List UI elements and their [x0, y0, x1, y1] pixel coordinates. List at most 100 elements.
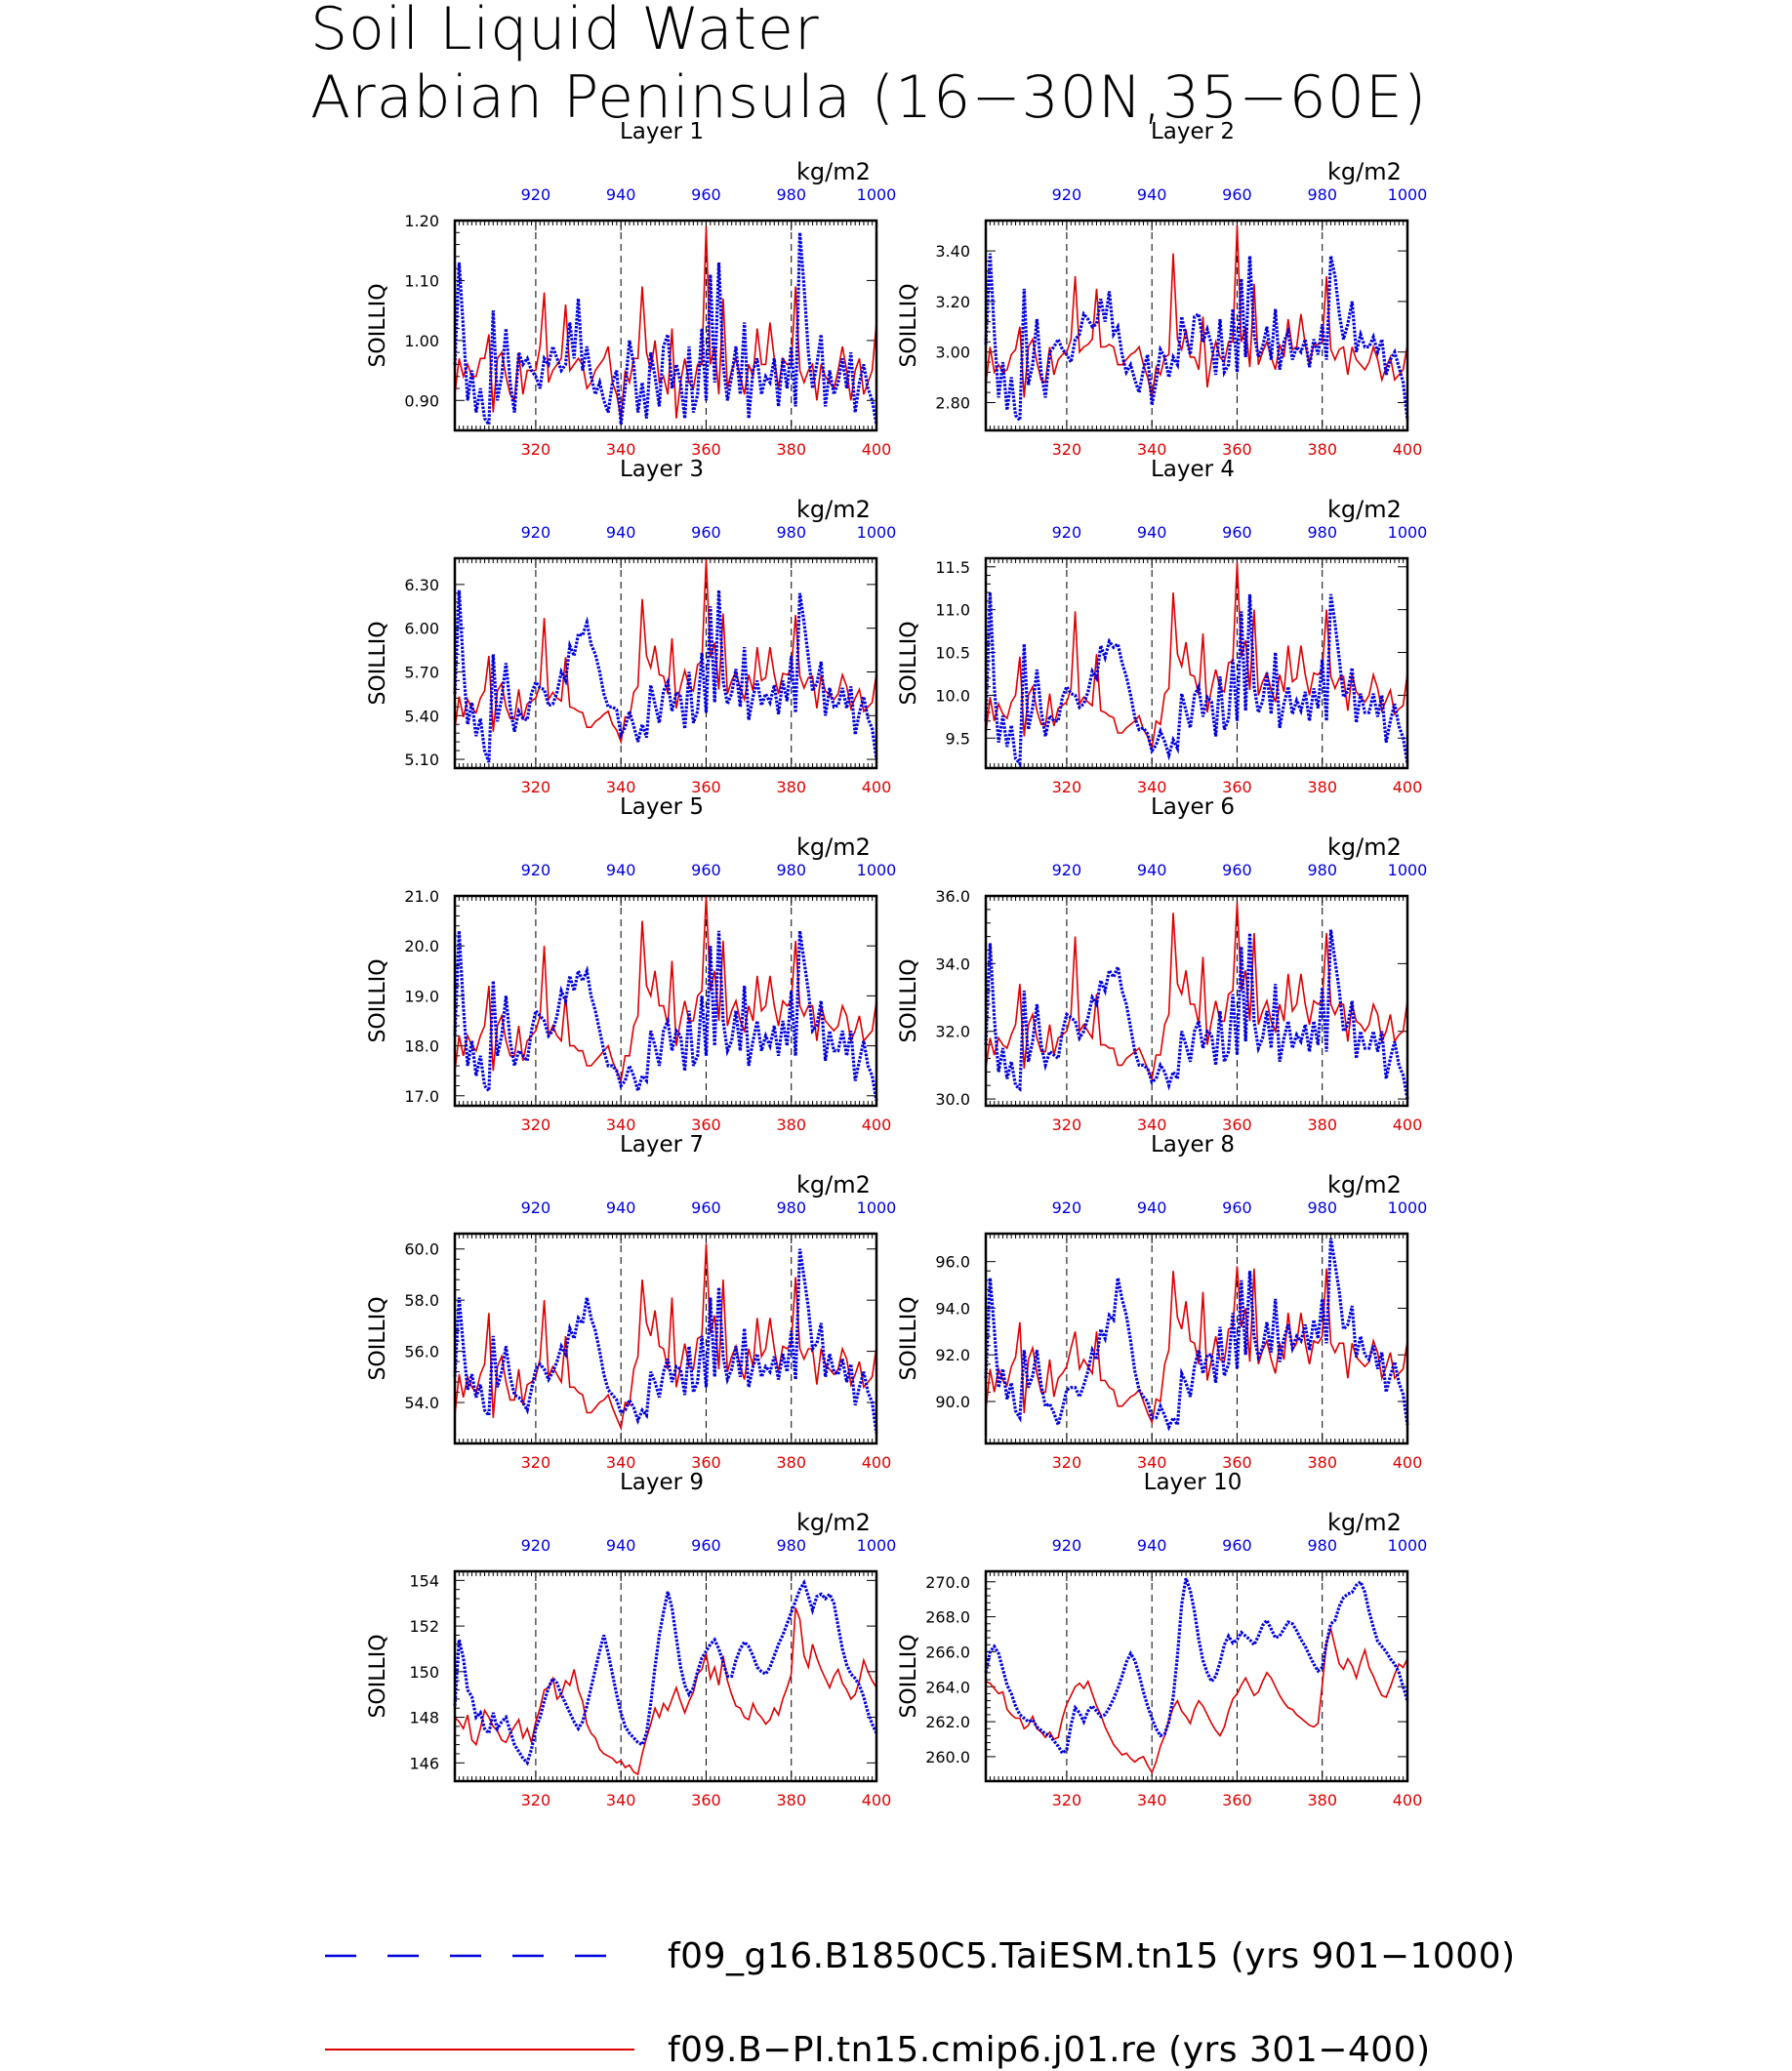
x-tick-label-bottom: 400 — [1393, 1791, 1423, 1809]
x-tick-label-top: 1000 — [1388, 1536, 1428, 1555]
x-tick-label-bottom: 360 — [691, 778, 721, 796]
y-axis-label: SOILLIQ — [897, 1634, 921, 1718]
x-tick-label-bottom: 340 — [1137, 440, 1167, 459]
x-tick-label-top: 920 — [1052, 1198, 1082, 1217]
y-tick-label: 154 — [409, 1571, 439, 1590]
series-red-line — [454, 1243, 877, 1432]
x-tick-label-top: 960 — [1222, 185, 1252, 204]
panel-title: Layer 2 — [1151, 119, 1235, 144]
plot-frame — [984, 894, 1409, 1108]
y-tick-label: 5.40 — [404, 707, 439, 725]
x-tick-label-bottom: 360 — [1222, 440, 1252, 459]
panel-title: Layer 4 — [1151, 457, 1235, 482]
x-tick-label-bottom: 380 — [776, 778, 806, 796]
x-tick-label-top: 1000 — [857, 861, 897, 879]
x-tick-label-bottom: 400 — [862, 1116, 892, 1134]
x-tick-label-top: 920 — [521, 1536, 551, 1555]
series-blue-line — [453, 232, 878, 429]
x-tick-label-bottom: 400 — [1393, 1116, 1423, 1134]
panel-title: Layer 5 — [620, 794, 704, 820]
x-tick-label-bottom: 360 — [1222, 1791, 1252, 1809]
y-tick-label: 146 — [409, 1754, 439, 1772]
y-tick-label: 32.0 — [935, 1023, 970, 1041]
units-label: kg/m2 — [796, 1171, 871, 1198]
y-tick-label: 17.0 — [404, 1087, 439, 1106]
units-label: kg/m2 — [1327, 496, 1402, 523]
x-tick-label-top: 980 — [776, 185, 806, 204]
y-axis-label: SOILLIQ — [897, 1296, 921, 1380]
y-axis-label: SOILLIQ — [366, 958, 390, 1042]
x-tick-label-top: 960 — [691, 861, 721, 879]
units-label: kg/m2 — [1327, 833, 1402, 861]
x-tick-label-bottom: 400 — [862, 440, 892, 459]
y-tick-label: 56.0 — [404, 1343, 439, 1361]
plot-frame — [453, 219, 878, 432]
x-tick-label-top: 940 — [606, 1198, 636, 1217]
y-tick-label: 34.0 — [935, 954, 970, 973]
series-blue-line — [984, 1238, 1409, 1432]
series-blue-line — [984, 1577, 1409, 1756]
x-tick-label-bottom: 380 — [1307, 778, 1337, 796]
series-red-line — [454, 895, 877, 1084]
panel-layer-2: Layer 2 kg/m2 SOILLIQ 320 340 360 380 400 920 940… — [897, 119, 1427, 459]
y-tick-label: 6.00 — [404, 620, 439, 638]
y-axis-label: SOILLIQ — [366, 621, 390, 705]
x-tick-label-top: 1000 — [1388, 861, 1428, 879]
panel-layer-10: Layer 10 kg/m2 SOILLIQ 320 340 360 380 400 920 94… — [897, 1470, 1427, 1809]
x-tick-label-top: 980 — [776, 861, 806, 879]
series-blue-line — [453, 589, 878, 763]
panel-title: Layer 3 — [620, 457, 704, 482]
x-tick-label-bottom: 380 — [1307, 1116, 1337, 1134]
x-tick-label-top: 980 — [776, 1536, 806, 1555]
panels-grid: Layer 1 kg/m2 SOILLIQ 320 340 360 380 400 920 940… — [366, 119, 1427, 1809]
y-tick-label: 21.0 — [404, 887, 439, 906]
x-tick-label-top: 940 — [1137, 523, 1167, 542]
y-tick-label: 90.0 — [935, 1393, 970, 1411]
y-tick-label: 5.70 — [404, 663, 439, 681]
x-tick-label-top: 920 — [521, 1198, 551, 1217]
y-tick-label: 18.0 — [404, 1037, 439, 1056]
y-tick-label: 2.80 — [935, 394, 970, 413]
plot-frame — [984, 556, 1409, 770]
legend-label-red: f09.B−PI.tn15.cmip6.j01.re (yrs 301−400) — [668, 2030, 1431, 2070]
panel-title: Layer 6 — [1151, 794, 1235, 820]
y-tick-label: 0.90 — [404, 391, 439, 410]
y-tick-label: 60.0 — [404, 1240, 439, 1259]
x-tick-label-bottom: 360 — [691, 1453, 721, 1472]
y-tick-label: 3.40 — [935, 242, 970, 261]
series-red-line — [985, 902, 1408, 1082]
y-tick-label: 11.5 — [935, 558, 970, 577]
x-tick-label-top: 1000 — [1388, 523, 1428, 542]
x-tick-label-bottom: 320 — [1052, 440, 1082, 459]
x-tick-label-bottom: 360 — [691, 440, 721, 459]
x-tick-label-top: 960 — [691, 1536, 721, 1555]
x-tick-label-bottom: 360 — [691, 1791, 721, 1809]
y-tick-label: 58.0 — [404, 1291, 439, 1310]
y-tick-label: 260.0 — [925, 1748, 970, 1766]
x-tick-label-bottom: 380 — [776, 1791, 806, 1809]
panel-title: Layer 1 — [620, 119, 704, 144]
x-tick-label-top: 1000 — [857, 185, 897, 204]
panel-layer-9: Layer 9 kg/m2 SOILLIQ 320 340 360 380 400 920 940… — [366, 1470, 896, 1809]
x-tick-label-top: 980 — [1307, 1536, 1337, 1555]
y-tick-label: 30.0 — [935, 1090, 970, 1109]
series-blue-line — [453, 1248, 878, 1434]
x-tick-label-bottom: 340 — [606, 1453, 636, 1472]
x-tick-label-top: 960 — [1222, 1198, 1252, 1217]
x-tick-label-top: 920 — [521, 185, 551, 204]
x-tick-label-top: 1000 — [1388, 1198, 1428, 1217]
x-tick-label-bottom: 340 — [1137, 1453, 1167, 1472]
y-tick-label: 1.20 — [404, 212, 439, 230]
x-tick-label-top: 920 — [521, 523, 551, 542]
panel-title: Layer 9 — [620, 1470, 704, 1495]
x-tick-label-bottom: 380 — [776, 1453, 806, 1472]
panel-layer-4: Layer 4 kg/m2 SOILLIQ 320 340 360 380 400 920 940… — [897, 457, 1427, 796]
x-tick-label-bottom: 400 — [1393, 1453, 1423, 1472]
units-label: kg/m2 — [796, 158, 871, 185]
units-label: kg/m2 — [1327, 158, 1402, 185]
plot-frame — [453, 1569, 878, 1783]
units-label: kg/m2 — [1327, 1509, 1402, 1536]
x-tick-label-bottom: 400 — [862, 1791, 892, 1809]
legend-entry-blue: f09_g16.B1850C5.TaiESM.tn15 (yrs 901−100… — [325, 1936, 1515, 1976]
